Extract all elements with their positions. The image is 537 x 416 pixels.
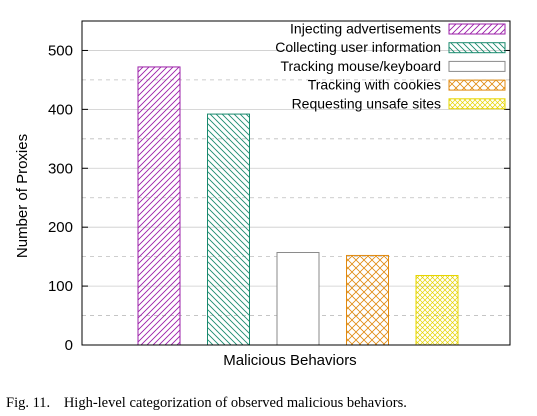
y-axis-label: Number of Proxies (14, 134, 31, 258)
legend-label: Tracking with cookies (308, 77, 441, 93)
plot-frame (81, 20, 511, 346)
caption-text: High-level categorization of observed ma… (63, 395, 407, 411)
y-axis-ticks: 0 100 200 300 400 500 (48, 42, 510, 354)
bar (346, 254, 389, 346)
legend: Injecting advertisements Collecting user … (275, 21, 506, 111)
bar (207, 113, 250, 346)
bar (276, 252, 320, 346)
legend-swatch (448, 79, 506, 91)
bar-chart: 0 100 200 300 400 500 Number of Proxies Malic… (14, 20, 511, 369)
legend-label: Requesting unsafe sites (292, 95, 441, 111)
y-tick-label: 500 (48, 42, 73, 59)
legend-swatch (448, 98, 506, 110)
bars-group (137, 66, 459, 346)
bar (137, 66, 181, 346)
y-tick-label: 100 (48, 278, 73, 295)
bar (415, 274, 459, 346)
legend-swatch (448, 23, 506, 35)
y-tick-label: 300 (48, 160, 73, 177)
caption-number: Fig. 11. (6, 395, 51, 411)
y-tick-label: 400 (48, 101, 73, 118)
legend-swatch (448, 42, 506, 54)
y-tick-label: 0 (65, 337, 73, 354)
y-tick-label: 200 (48, 219, 73, 236)
figure-caption: Fig. 11. High-level categorization of ob… (6, 395, 536, 412)
x-axis-label: Malicious Behaviors (223, 352, 356, 369)
legend-swatch (448, 60, 506, 72)
legend-label: Injecting advertisements (290, 21, 441, 37)
legend-label: Collecting user information (275, 39, 441, 55)
legend-label: Tracking mouse/keyboard (280, 58, 441, 74)
